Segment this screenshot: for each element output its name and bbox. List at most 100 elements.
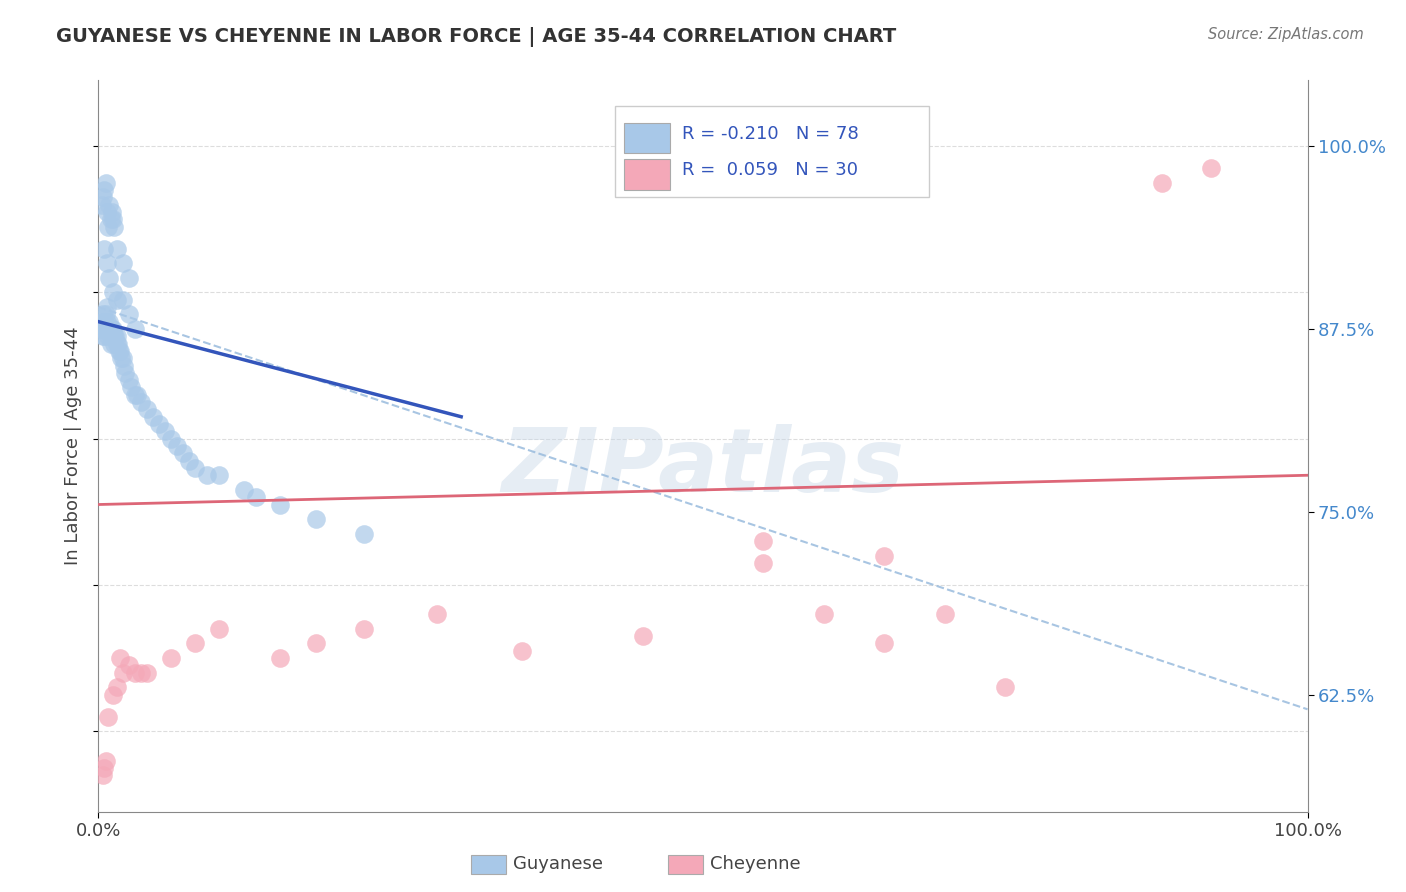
Point (118, 658, 141, 673)
Point (108, 343, 131, 358)
Point (96, 256, 118, 270)
Point (305, 512, 328, 526)
Text: GUYANESE VS CHEYENNE IN LABOR FORCE | AGE 35-44 CORRELATION CHART: GUYANESE VS CHEYENNE IN LABOR FORCE | AG… (56, 27, 897, 46)
Point (100, 329, 122, 343)
Point (1152, 176, 1174, 190)
Point (510, 644, 533, 658)
Point (135, 665, 157, 680)
Point (93, 761, 115, 775)
Point (94, 322, 117, 336)
Text: R =  0.059   N = 30: R = 0.059 N = 30 (682, 161, 859, 179)
Point (91, 322, 114, 336)
Point (114, 366, 136, 380)
FancyBboxPatch shape (624, 123, 671, 153)
Point (111, 256, 134, 270)
Point (97, 219, 120, 234)
Point (93, 183, 115, 197)
Point (148, 417, 170, 431)
Point (752, 556, 775, 570)
Point (98, 315, 121, 329)
Point (166, 439, 188, 453)
Point (105, 329, 128, 343)
Point (107, 336, 129, 351)
Text: ZIPatlas: ZIPatlas (502, 425, 904, 511)
Point (93, 329, 115, 343)
Point (631, 629, 654, 643)
Point (105, 242, 128, 256)
Point (118, 307, 141, 321)
Point (873, 636, 896, 650)
Point (100, 336, 122, 351)
Point (101, 322, 124, 336)
Point (97, 322, 120, 336)
Point (813, 607, 835, 622)
Point (103, 219, 125, 234)
Point (172, 446, 194, 460)
Point (305, 636, 328, 650)
Point (94, 176, 117, 190)
Point (127, 388, 149, 402)
Point (111, 293, 134, 307)
Point (195, 468, 218, 483)
Point (103, 329, 125, 343)
Point (96, 300, 118, 314)
Text: Cheyenne: Cheyenne (710, 855, 800, 873)
Point (179, 453, 201, 467)
Point (111, 665, 134, 680)
Point (111, 351, 134, 366)
Point (353, 622, 375, 636)
Point (118, 373, 141, 387)
Point (91, 197, 114, 211)
Point (105, 336, 128, 351)
Point (129, 665, 152, 680)
Point (269, 498, 291, 512)
Point (129, 395, 152, 409)
Point (104, 329, 127, 343)
Point (91, 307, 114, 321)
Point (101, 285, 124, 300)
Point (91, 768, 114, 782)
Point (98, 197, 121, 211)
Point (108, 343, 131, 358)
Point (118, 270, 141, 285)
Point (101, 212, 124, 227)
Point (160, 432, 183, 446)
Point (100, 212, 122, 227)
Point (269, 651, 291, 665)
Point (105, 293, 128, 307)
Point (934, 607, 956, 622)
Point (353, 526, 375, 541)
Point (184, 461, 207, 475)
Point (160, 651, 183, 665)
Point (91, 190, 114, 204)
Point (100, 329, 122, 343)
Point (110, 351, 132, 366)
Point (142, 409, 165, 424)
Point (245, 490, 267, 504)
Point (96, 315, 118, 329)
Point (124, 322, 146, 336)
Point (153, 425, 176, 439)
Text: Guyanese: Guyanese (513, 855, 603, 873)
FancyBboxPatch shape (614, 106, 929, 197)
Point (98, 322, 121, 336)
Point (96, 205, 118, 219)
Point (97, 709, 120, 723)
Point (100, 322, 122, 336)
Point (100, 322, 122, 336)
Point (184, 636, 207, 650)
Y-axis label: In Labor Force | Age 35-44: In Labor Force | Age 35-44 (65, 326, 83, 566)
Point (108, 651, 131, 665)
Point (101, 688, 124, 702)
Point (93, 242, 115, 256)
Point (97, 329, 120, 343)
Point (91, 329, 114, 343)
Point (94, 754, 117, 768)
Text: R = -0.210   N = 78: R = -0.210 N = 78 (682, 125, 859, 143)
Point (232, 483, 254, 497)
Point (100, 205, 122, 219)
Point (105, 681, 128, 695)
Point (93, 315, 115, 329)
Point (93, 322, 115, 336)
Point (208, 622, 231, 636)
